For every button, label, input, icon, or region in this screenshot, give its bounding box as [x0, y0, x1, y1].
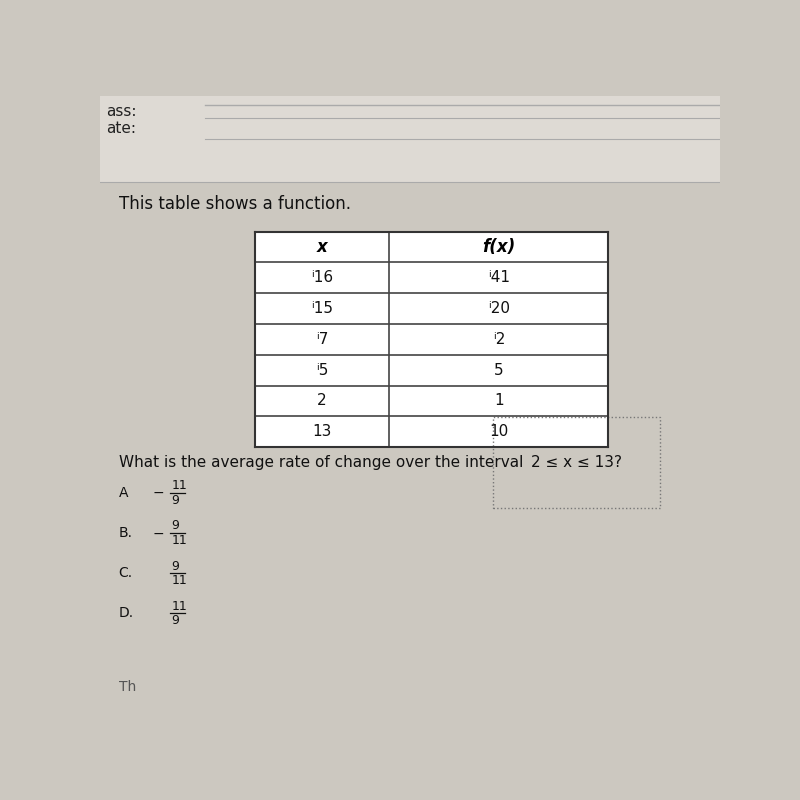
Text: −: −: [153, 526, 164, 540]
Text: 5: 5: [494, 362, 504, 378]
Text: 11: 11: [171, 479, 187, 493]
Text: 9: 9: [171, 559, 179, 573]
Text: ass:: ass:: [106, 104, 137, 119]
Text: ⁱ20: ⁱ20: [488, 301, 510, 316]
Text: 9: 9: [171, 614, 179, 627]
Text: 11: 11: [171, 534, 187, 547]
Text: 9: 9: [171, 494, 179, 507]
Text: 1: 1: [494, 394, 504, 409]
Text: 10: 10: [490, 424, 509, 439]
Text: ⁱ2: ⁱ2: [493, 332, 505, 347]
Text: ⁱ15: ⁱ15: [311, 301, 333, 316]
Text: f(x): f(x): [482, 238, 515, 256]
Text: 2 ≤ x ≤ 13?: 2 ≤ x ≤ 13?: [531, 455, 622, 470]
Bar: [100, 96, 720, 182]
Text: Th: Th: [118, 680, 136, 694]
Text: 13: 13: [313, 424, 332, 439]
Text: ⁱ5: ⁱ5: [316, 362, 328, 378]
Text: ⁱ16: ⁱ16: [311, 270, 334, 286]
Text: This table shows a function.: This table shows a function.: [118, 195, 350, 213]
Text: B.: B.: [118, 526, 133, 540]
Text: 11: 11: [171, 599, 187, 613]
Bar: [255, 231, 608, 447]
Text: A: A: [118, 486, 128, 500]
Text: ⁱ41: ⁱ41: [488, 270, 510, 286]
Text: What is the average rate of change over the interval: What is the average rate of change over …: [118, 455, 528, 470]
Text: −: −: [153, 486, 164, 500]
Text: x: x: [317, 238, 327, 256]
Text: 11: 11: [171, 574, 187, 587]
Text: ate:: ate:: [106, 121, 136, 135]
Text: 2: 2: [318, 394, 327, 409]
Text: 9: 9: [171, 519, 179, 533]
Text: D.: D.: [118, 606, 134, 621]
Text: C.: C.: [118, 566, 133, 581]
Text: ⁱ7: ⁱ7: [316, 332, 328, 347]
